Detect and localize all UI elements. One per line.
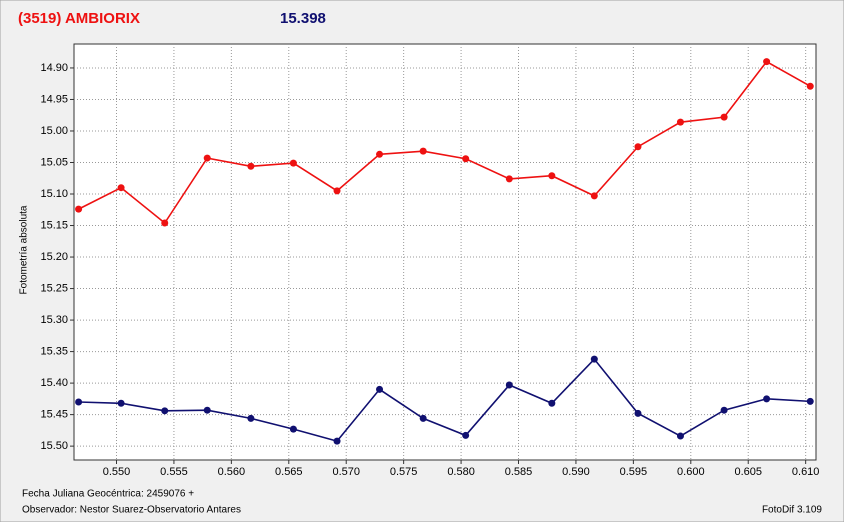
x-tick-label: 0.585	[505, 466, 533, 478]
y-tick-label: 15.25	[40, 282, 68, 294]
point	[720, 113, 728, 121]
x-tick-label: 0.590	[562, 466, 590, 478]
y-tick-label: 15.50	[40, 440, 68, 452]
point	[203, 406, 211, 414]
point	[763, 58, 771, 66]
point	[419, 147, 427, 155]
point	[419, 414, 427, 422]
y-tick-label: 15.10	[40, 188, 68, 200]
series-line	[78, 60, 811, 225]
x-tick-label: 0.570	[332, 466, 360, 478]
point	[590, 355, 598, 363]
series-line	[78, 357, 811, 442]
point	[806, 397, 814, 405]
point	[247, 414, 255, 422]
y-axis-label: Fotometría absoluta	[19, 205, 30, 294]
point	[376, 150, 384, 158]
y-tick-label: 15.00	[40, 125, 68, 137]
y-tick-label: 14.95	[40, 93, 68, 105]
x-tick-label: 0.610	[792, 466, 820, 478]
y-tick-label: 15.35	[40, 345, 68, 357]
point	[203, 154, 211, 162]
x-tick-label: 0.575	[390, 466, 418, 478]
point	[117, 399, 125, 407]
point	[289, 425, 297, 433]
point	[161, 407, 169, 415]
point	[161, 219, 169, 227]
point	[75, 205, 83, 213]
plot-area	[73, 43, 817, 461]
point	[634, 409, 642, 417]
point	[505, 175, 513, 183]
point	[548, 172, 556, 180]
point	[505, 381, 513, 389]
y-tick-label: 15.05	[40, 156, 68, 168]
footer-date: Fecha Juliana Geocéntrica: 2459076 +	[22, 489, 194, 500]
point	[806, 82, 814, 90]
x-tick-label: 0.565	[275, 466, 303, 478]
point	[75, 398, 83, 406]
point	[676, 432, 684, 440]
y-tick-label: 15.15	[40, 219, 68, 231]
x-tick-label: 0.555	[160, 466, 188, 478]
x-tick-label: 0.560	[218, 466, 246, 478]
point	[676, 118, 684, 126]
point	[376, 385, 384, 393]
y-tick-label: 15.30	[40, 314, 68, 326]
point	[333, 437, 341, 445]
point	[590, 192, 598, 200]
point	[548, 399, 556, 407]
y-tick-label: 15.20	[40, 251, 68, 263]
point	[247, 162, 255, 170]
point	[289, 159, 297, 167]
point	[634, 143, 642, 151]
y-tick-label: 15.45	[40, 409, 68, 421]
footer-observer: Observador: Nestor Suarez-Observatorio A…	[22, 505, 241, 516]
x-tick-label: 0.580	[447, 466, 475, 478]
chart-title: (3519) AMBIORIX	[18, 10, 140, 27]
point	[720, 406, 728, 414]
x-tick-label: 0.550	[103, 466, 131, 478]
footer-software: FotoDif 3.109	[762, 505, 822, 516]
x-tick-label: 0.605	[734, 466, 762, 478]
chart-subtitle: 15.398	[280, 10, 326, 27]
point	[462, 155, 470, 163]
x-tick-label: 0.600	[677, 466, 705, 478]
y-tick-label: 15.40	[40, 377, 68, 389]
point	[333, 187, 341, 195]
y-tick-label: 14.90	[40, 62, 68, 74]
x-tick-label: 0.595	[620, 466, 648, 478]
point	[117, 184, 125, 192]
point	[763, 395, 771, 403]
point	[462, 431, 470, 439]
